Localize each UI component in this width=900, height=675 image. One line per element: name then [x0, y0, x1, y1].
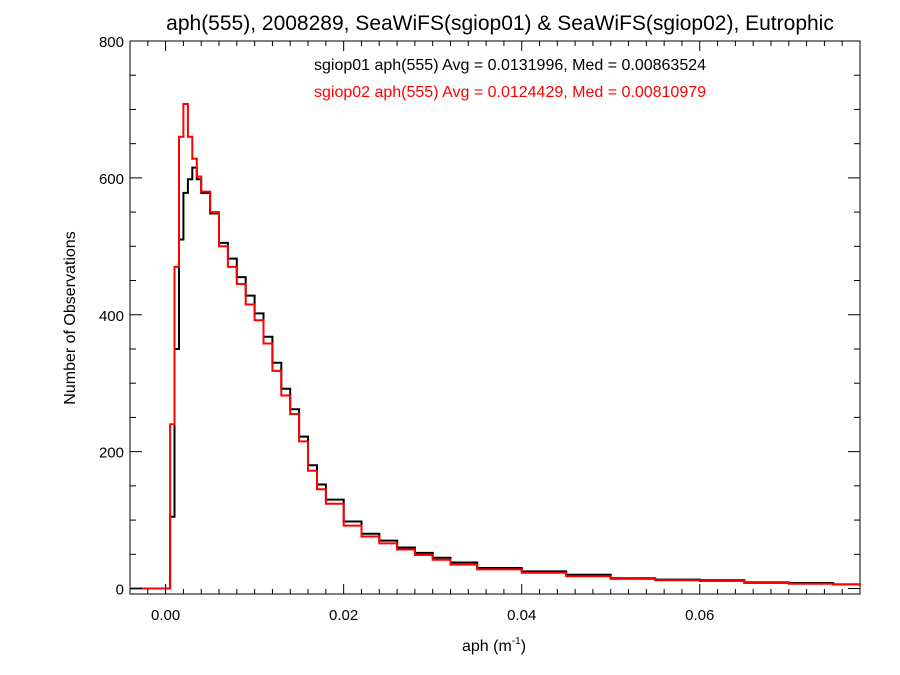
series-line-1	[130, 166, 861, 590]
y-tick-label: 800	[99, 34, 124, 51]
y-axis-label: Number of Observations	[62, 231, 79, 404]
x-axis-label: aph (m-1)	[462, 636, 526, 655]
y-tick-label: 400	[99, 308, 124, 325]
x-tick-label: 0.04	[507, 607, 536, 624]
y-tick-label: 600	[99, 171, 124, 188]
series-line-2	[130, 103, 861, 590]
series-layer	[130, 103, 861, 590]
x-axis-ticks: 0.00 0.02 0.04 0.06	[147, 41, 861, 624]
plot-border	[129, 40, 861, 595]
x-tick-label: 0.02	[329, 607, 358, 624]
x-tick-label: 0.00	[151, 607, 180, 624]
chart-title: aph(555), 2008289, SeaWiFS(sgiop01) & Se…	[166, 12, 834, 35]
legend: sgiop01 aph(555) Avg = 0.0131996, Med = …	[314, 57, 706, 101]
x-tick-label: 0.06	[685, 607, 714, 624]
legend-entry-1: sgiop01 aph(555) Avg = 0.0131996, Med = …	[314, 57, 706, 74]
plot-frame	[129, 40, 861, 595]
y-axis-ticks: 0 200 400 600 800	[99, 34, 860, 599]
legend-entry-2: sgiop02 aph(555) Avg = 0.0124429, Med = …	[314, 84, 706, 101]
y-tick-label: 0	[116, 582, 124, 599]
y-tick-label: 200	[99, 445, 124, 462]
